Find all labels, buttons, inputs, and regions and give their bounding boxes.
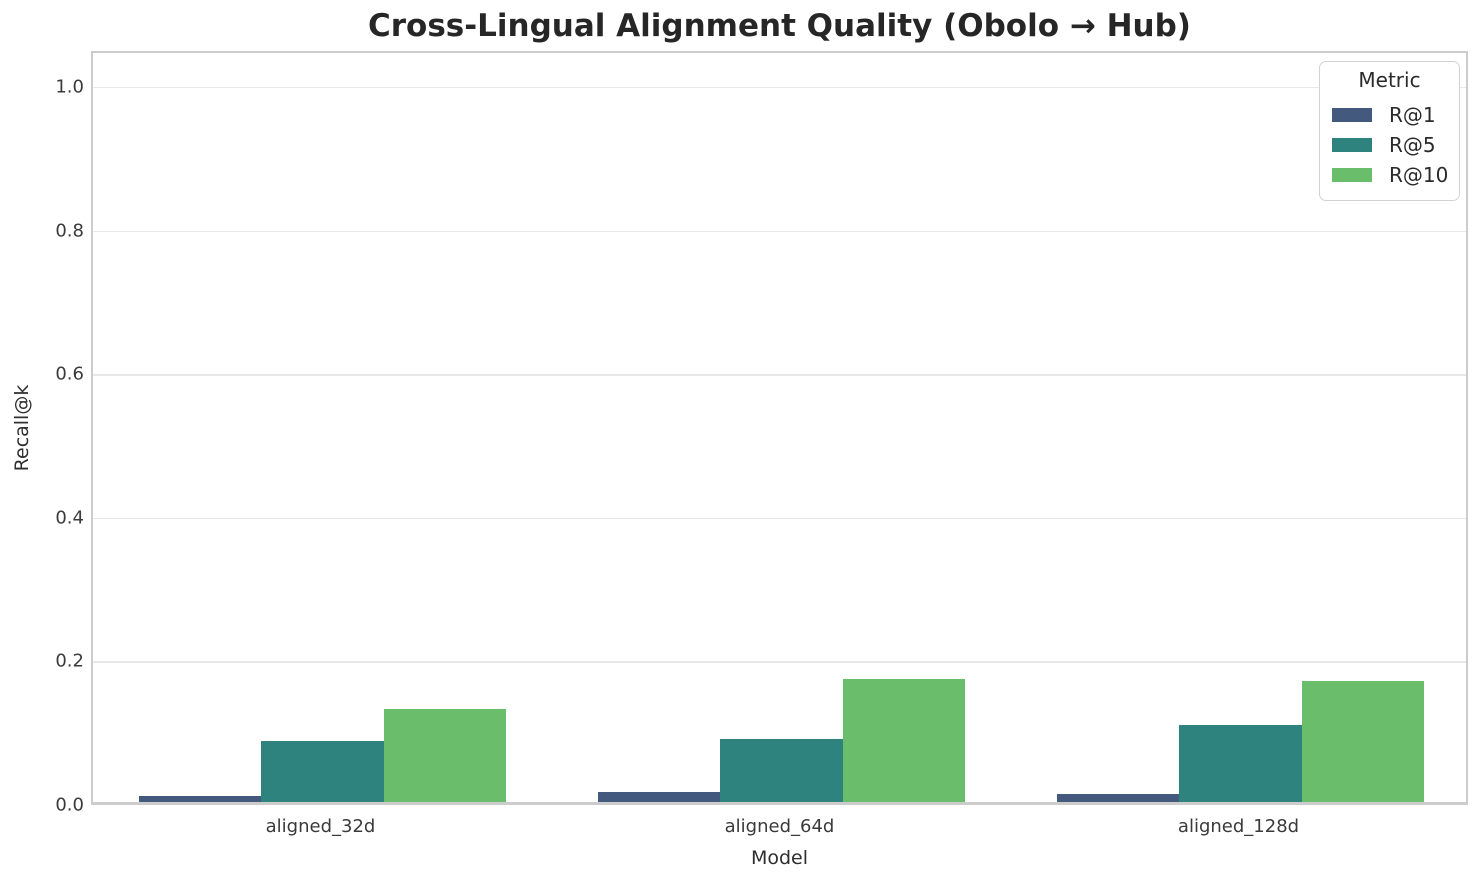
legend-items: R@1 R@5 R@10 xyxy=(1330,100,1449,190)
x-tick-label: aligned_64d xyxy=(724,816,835,837)
y-tick-label: 0.2 xyxy=(55,650,84,672)
gridline xyxy=(93,374,1466,376)
bar-aligned_128d-R@10 xyxy=(1301,681,1425,802)
legend-row: R@10 xyxy=(1330,160,1449,190)
legend-row: R@5 xyxy=(1330,130,1449,160)
bar-aligned_128d-R@1 xyxy=(1056,794,1180,802)
bar-aligned_32d-R@5 xyxy=(261,740,384,802)
bar-aligned_32d-R@1 xyxy=(138,796,262,802)
x-axis-label: Model xyxy=(750,847,809,869)
y-tick-label: 1.0 xyxy=(55,76,84,98)
x-tick-label: aligned_32d xyxy=(265,816,376,837)
legend-title: Metric xyxy=(1358,68,1421,92)
legend: Metric R@1 R@5 R@10 xyxy=(1319,61,1460,201)
gridline xyxy=(93,230,1466,233)
plot-area: Metric R@1 R@5 R@10 xyxy=(91,51,1468,805)
gridline xyxy=(93,661,1466,663)
y-tick-label: 0.0 xyxy=(55,794,84,816)
y-axis-label: Recall@k xyxy=(11,384,33,472)
legend-label: R@10 xyxy=(1389,163,1449,187)
bar-aligned_128d-R@5 xyxy=(1179,725,1302,802)
bar-aligned_32d-R@10 xyxy=(383,708,507,802)
legend-label: R@5 xyxy=(1389,133,1436,157)
bar-aligned_64d-R@5 xyxy=(720,738,843,802)
bar-aligned_64d-R@10 xyxy=(842,678,966,802)
legend-swatch-icon xyxy=(1332,108,1372,122)
legend-row: R@1 xyxy=(1330,100,1449,130)
gridline xyxy=(93,86,1466,89)
y-tick-label: 0.4 xyxy=(55,507,84,529)
chart-title: Cross-Lingual Alignment Quality (Obolo →… xyxy=(368,8,1191,44)
legend-swatch-icon xyxy=(1332,168,1372,182)
legend-swatch-icon xyxy=(1332,138,1372,152)
y-tick-label: 0.8 xyxy=(55,220,84,242)
y-tick-label: 0.6 xyxy=(55,363,84,385)
gridline xyxy=(93,517,1466,520)
x-tick-label: aligned_128d xyxy=(1177,816,1300,837)
bar-aligned_64d-R@1 xyxy=(597,791,721,802)
legend-label: R@1 xyxy=(1389,103,1436,127)
